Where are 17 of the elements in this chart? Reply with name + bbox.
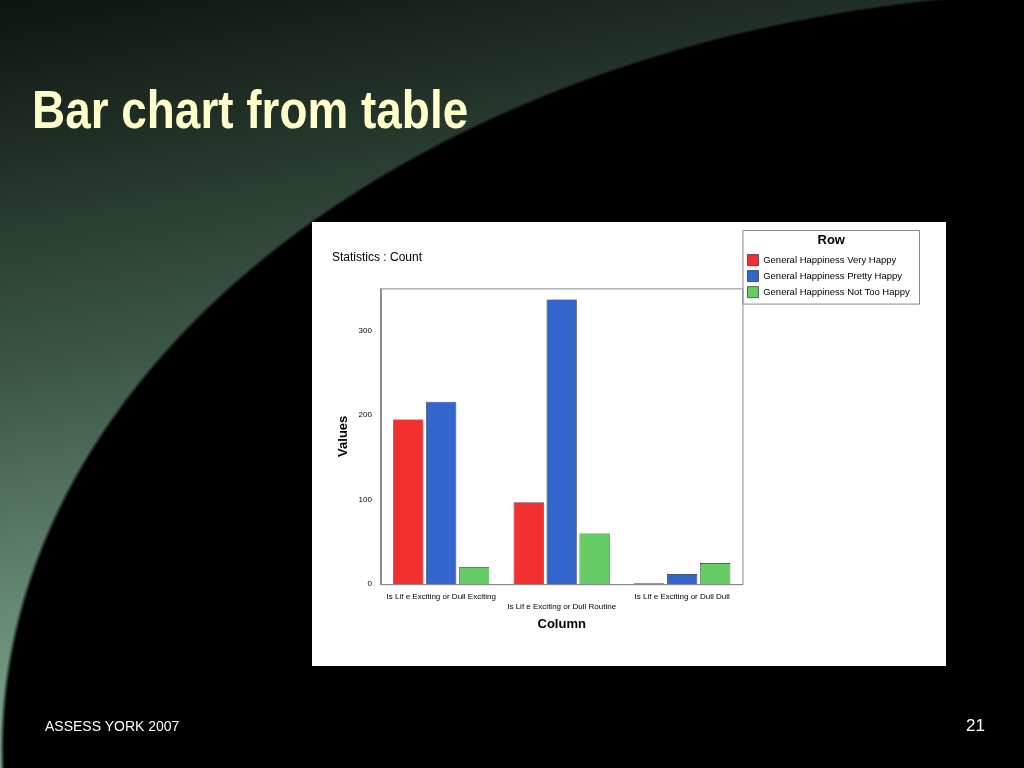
- legend-label: General Happiness Very Happy: [763, 253, 897, 265]
- y-tick-label: 200: [358, 410, 373, 420]
- y-axis-title: Values: [335, 415, 351, 457]
- chart-subtitle: Statistics : Count: [332, 249, 423, 264]
- legend-label: General Happiness Not Too Happy: [763, 285, 911, 297]
- x-tick-label: Is Lif e Exciting or Dull Routine: [507, 601, 617, 611]
- x-axis-title: Column: [537, 615, 586, 631]
- y-tick-label: 100: [358, 494, 373, 504]
- legend-label: General Happiness Pretty Happy: [763, 269, 903, 281]
- text: ASSESS YORK 2007: [45, 718, 180, 734]
- y-tick-label: 0: [367, 579, 373, 589]
- x-tick-label: Is Lif e Exciting or Dull Dull: [634, 592, 730, 602]
- chart-title: Bar chart from table: [32, 78, 469, 140]
- text: 21: [966, 716, 985, 736]
- legend-title: Row: [817, 232, 846, 248]
- y-tick-label: 300: [358, 325, 373, 335]
- x-tick-label: Is Lif e Exciting or Dull Exciting: [386, 592, 496, 602]
